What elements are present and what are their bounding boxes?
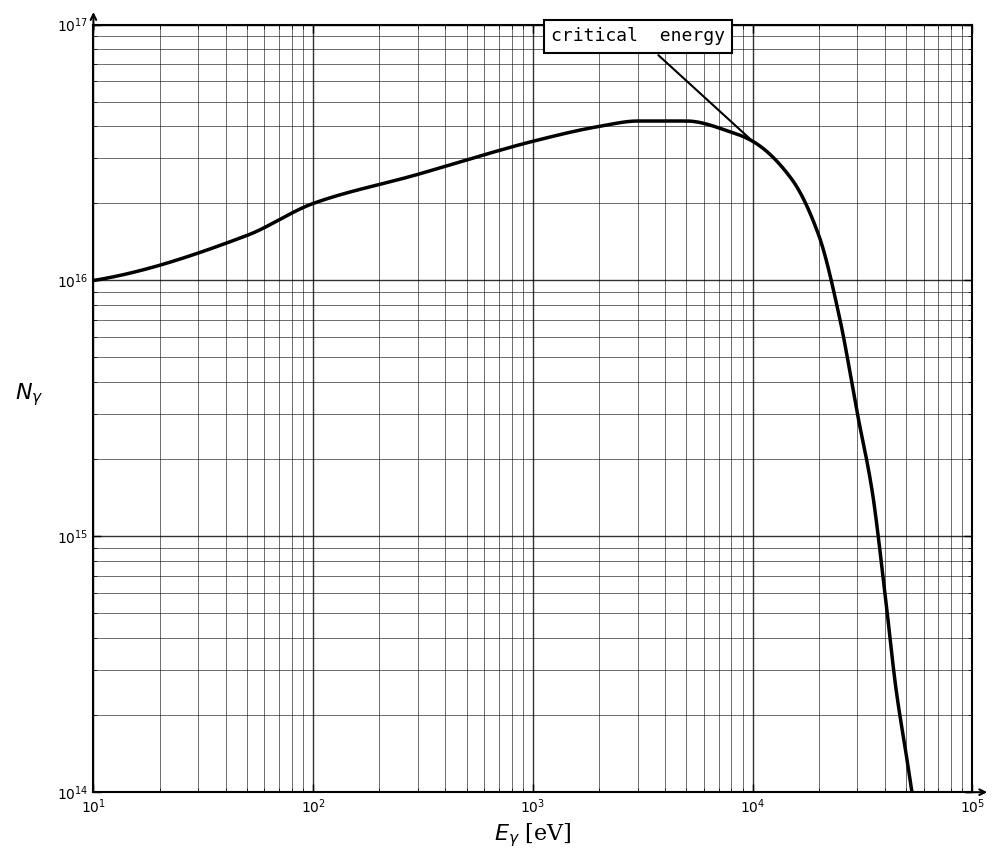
Text: critical  energy: critical energy — [551, 28, 751, 139]
X-axis label: $E_\gamma$ [eV]: $E_\gamma$ [eV] — [494, 821, 572, 849]
Y-axis label: $N_\gamma$: $N_\gamma$ — [15, 382, 43, 409]
